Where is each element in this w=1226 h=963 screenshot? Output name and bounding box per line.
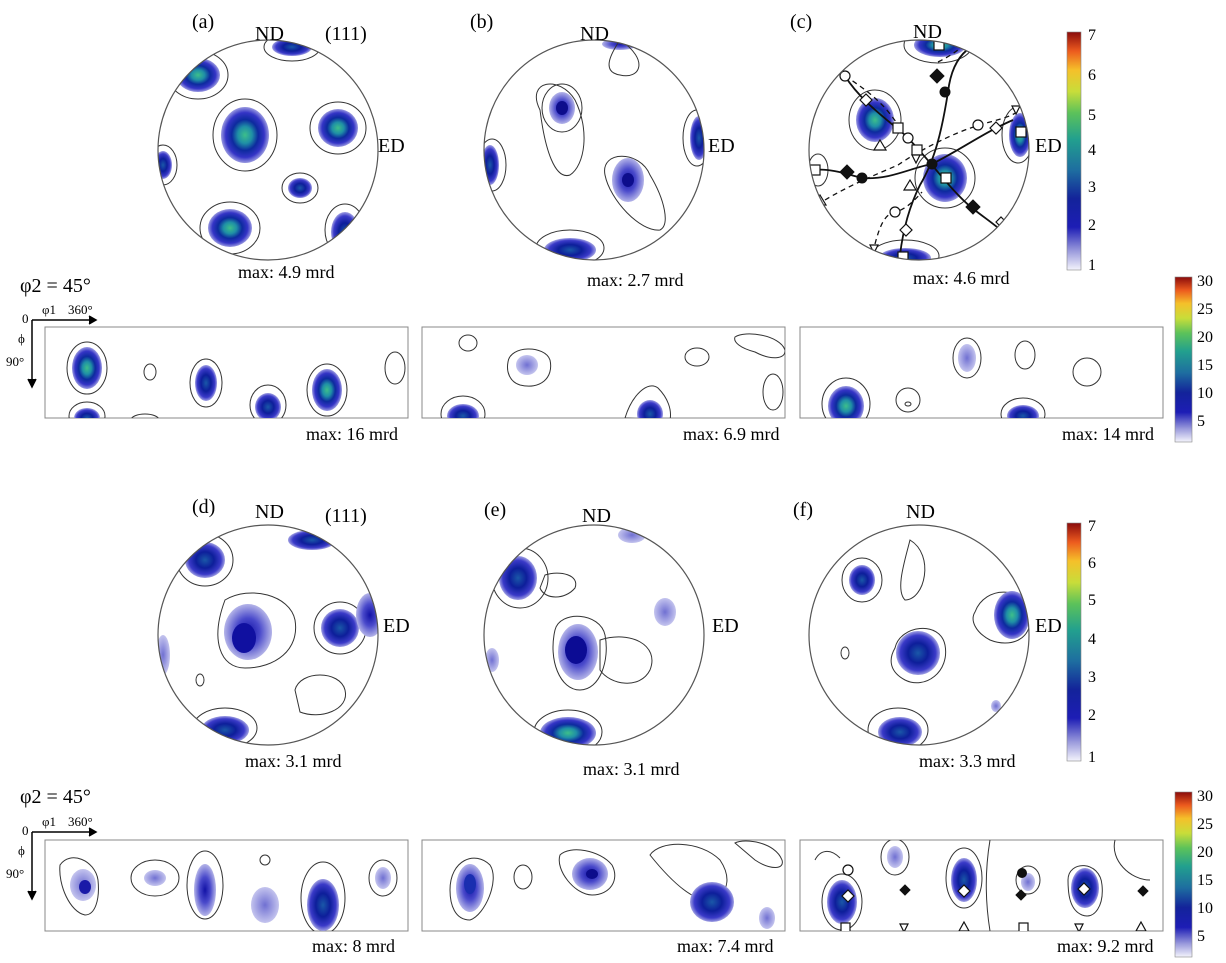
odf-origin-top: 0 bbox=[22, 311, 29, 326]
ed-label-d: ED bbox=[383, 615, 410, 637]
ed-label-f: ED bbox=[1035, 615, 1062, 637]
pole-figure-c bbox=[808, 39, 1030, 261]
panel-letter-c: (c) bbox=[790, 11, 812, 33]
nd-label-f: ND bbox=[906, 501, 935, 523]
pole-figure-e bbox=[483, 524, 705, 746]
odf-axis-arrows-bottom bbox=[27, 827, 98, 901]
pf-cbar-top-tick-5: 5 bbox=[1088, 107, 1096, 124]
odf-phi1-label-bottom: φ1 bbox=[42, 814, 56, 829]
pf-cbar-bottom-tick-2: 2 bbox=[1088, 707, 1096, 724]
ed-label-e: ED bbox=[712, 615, 739, 637]
odf-cbar-top-tick-15: 15 bbox=[1197, 357, 1213, 374]
odf-max-f: max: 9.2 mrd bbox=[1057, 936, 1154, 956]
nd-label-d: ND bbox=[255, 501, 284, 523]
pole-figure-d bbox=[157, 524, 379, 746]
nd-label-e: ND bbox=[582, 505, 611, 527]
pf-colorbar-bottom bbox=[1066, 522, 1082, 762]
pf-cbar-top-tick-6: 6 bbox=[1088, 67, 1096, 84]
odf-section-d bbox=[44, 839, 409, 932]
phi2-label-bottom: φ2 = 45° bbox=[20, 786, 91, 808]
phi2-label-top: φ2 = 45° bbox=[20, 275, 91, 297]
odf-colorbar-top bbox=[1174, 276, 1193, 443]
odf-max-a: max: 16 mrd bbox=[306, 424, 398, 444]
odf-phi1-label-top: φ1 bbox=[42, 302, 56, 317]
odf-cbar-bottom-tick-30: 30 bbox=[1197, 788, 1213, 805]
pf-max-b: max: 2.7 mrd bbox=[587, 270, 684, 290]
plane-label-d: (111) bbox=[325, 505, 367, 527]
nd-label-c: ND bbox=[913, 21, 942, 43]
nd-label-a: ND bbox=[255, 23, 284, 45]
pole-figure-b bbox=[483, 39, 705, 261]
pf-cbar-bottom-tick-1: 1 bbox=[1088, 749, 1096, 766]
odf-max-e: max: 7.4 mrd bbox=[677, 936, 774, 956]
odf-xmax-bottom: 360° bbox=[68, 814, 93, 829]
pf-cbar-bottom-tick-4: 4 bbox=[1088, 631, 1096, 648]
odf-cbar-top-tick-5: 5 bbox=[1197, 413, 1205, 430]
pf-cbar-top-tick-1: 1 bbox=[1088, 257, 1096, 274]
ed-label-a: ED bbox=[378, 135, 405, 157]
odf-section-e bbox=[421, 839, 786, 932]
nd-label-b: ND bbox=[580, 23, 609, 45]
pf-colorbar-top bbox=[1066, 31, 1082, 271]
pf-max-d: max: 3.1 mrd bbox=[245, 751, 342, 771]
odf-axis-arrows-top bbox=[27, 315, 98, 389]
odf-ytick-bottom: 90° bbox=[6, 866, 24, 881]
odf-cbar-top-tick-10: 10 bbox=[1197, 385, 1213, 402]
odf-cbar-top-tick-30: 30 bbox=[1197, 273, 1213, 290]
odf-max-d: max: 8 mrd bbox=[312, 936, 395, 956]
odf-phi-label-bottom: ϕ bbox=[18, 843, 25, 858]
odf-cbar-bottom-tick-20: 20 bbox=[1197, 844, 1213, 861]
odf-max-b: max: 6.9 mrd bbox=[683, 424, 780, 444]
odf-cbar-top-tick-25: 25 bbox=[1197, 301, 1213, 318]
odf-section-c bbox=[799, 326, 1164, 419]
odf-cbar-bottom-tick-5: 5 bbox=[1197, 928, 1205, 945]
odf-cbar-bottom-tick-10: 10 bbox=[1197, 900, 1213, 917]
pf-cbar-bottom-tick-3: 3 bbox=[1088, 669, 1096, 686]
panel-letter-d: (d) bbox=[192, 496, 215, 518]
odf-origin-bottom: 0 bbox=[22, 823, 29, 838]
pf-cbar-bottom-tick-5: 5 bbox=[1088, 592, 1096, 609]
pf-cbar-top-tick-3: 3 bbox=[1088, 179, 1096, 196]
pole-figure-a bbox=[157, 39, 379, 261]
odf-cbar-top-tick-20: 20 bbox=[1197, 329, 1213, 346]
panel-letter-e: (e) bbox=[484, 499, 506, 521]
odf-xmax-top: 360° bbox=[68, 302, 93, 317]
pf-cbar-bottom-tick-7: 7 bbox=[1088, 518, 1096, 535]
panel-letter-a: (a) bbox=[192, 11, 214, 33]
pf-cbar-top-tick-2: 2 bbox=[1088, 217, 1096, 234]
odf-section-f bbox=[799, 839, 1164, 932]
odf-cbar-bottom-tick-25: 25 bbox=[1197, 816, 1213, 833]
pf-max-e: max: 3.1 mrd bbox=[583, 759, 680, 779]
pole-figure-f bbox=[808, 524, 1030, 746]
pf-max-f: max: 3.3 mrd bbox=[919, 751, 1016, 771]
ed-label-c: ED bbox=[1035, 135, 1062, 157]
odf-colorbar-bottom bbox=[1174, 791, 1193, 958]
odf-cbar-bottom-tick-15: 15 bbox=[1197, 872, 1213, 889]
odf-max-c: max: 14 mrd bbox=[1062, 424, 1154, 444]
pf-cbar-top-tick-7: 7 bbox=[1088, 27, 1096, 44]
pf-max-c: max: 4.6 mrd bbox=[913, 268, 1010, 288]
odf-ytick-top: 90° bbox=[6, 354, 24, 369]
odf-section-a bbox=[44, 326, 409, 419]
ed-label-b: ED bbox=[708, 135, 735, 157]
pf-max-a: max: 4.9 mrd bbox=[238, 262, 335, 282]
pf-cbar-top-tick-4: 4 bbox=[1088, 142, 1096, 159]
panel-letter-f: (f) bbox=[793, 499, 813, 521]
odf-section-b bbox=[421, 326, 786, 419]
plane-label-a: (111) bbox=[325, 23, 367, 45]
panel-letter-b: (b) bbox=[470, 11, 493, 33]
odf-phi-label-top: ϕ bbox=[18, 331, 25, 346]
pf-cbar-bottom-tick-6: 6 bbox=[1088, 555, 1096, 572]
